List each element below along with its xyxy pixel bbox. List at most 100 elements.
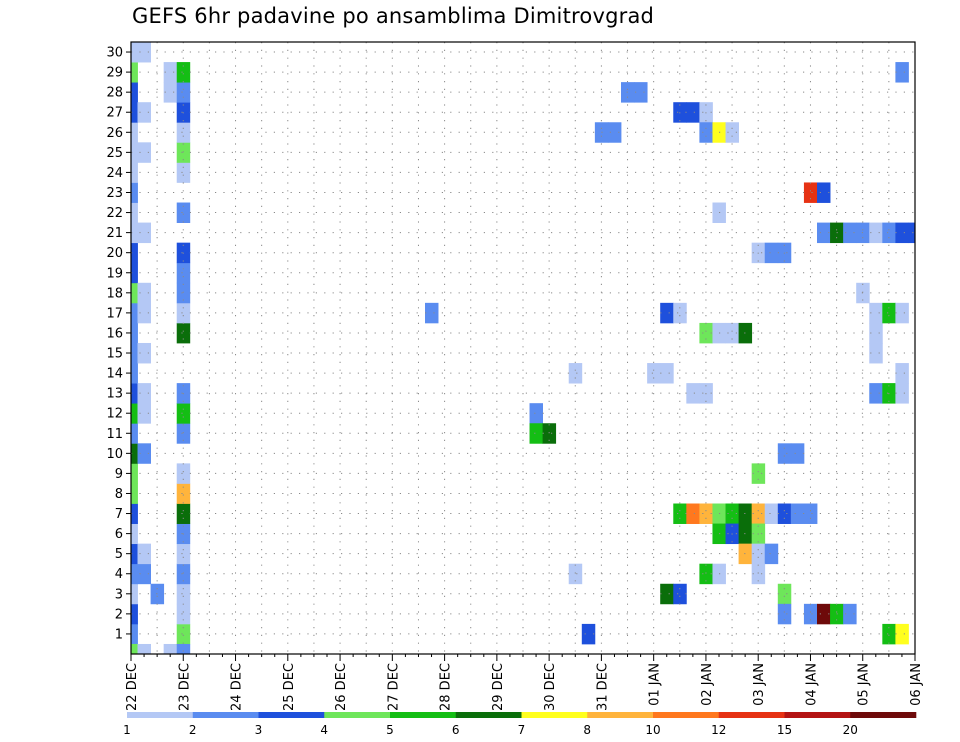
heatmap-cell — [725, 122, 739, 143]
heatmap-cell — [176, 483, 191, 504]
x-tick-label: 25 DEC — [282, 663, 297, 711]
heatmap-cell — [647, 363, 661, 384]
heatmap-cell — [131, 563, 138, 585]
heatmap-cell — [803, 503, 818, 524]
heatmap-cell — [751, 543, 766, 565]
heatmap-cell — [843, 222, 857, 244]
heatmap-cell — [131, 643, 138, 655]
heatmap-cell — [660, 302, 674, 324]
heatmap-cell — [131, 182, 138, 203]
y-tick-label: 6 — [115, 527, 123, 542]
heatmap-cell — [137, 282, 151, 304]
x-tick-label: 27 DEC — [386, 663, 401, 711]
legend-swatch — [324, 712, 391, 718]
x-tick-label: 31 DEC — [595, 663, 610, 711]
legend-label: 10 — [645, 723, 660, 737]
heatmap-cell — [790, 503, 805, 524]
y-tick-label: 30 — [106, 46, 123, 61]
y-tick-label: 21 — [106, 226, 123, 241]
heatmap-cell — [803, 603, 818, 625]
legend-label: 8 — [583, 723, 591, 737]
heatmap-cell — [790, 443, 805, 464]
heatmap-cell — [882, 623, 896, 645]
heatmap-cell — [137, 302, 151, 324]
heatmap-cell — [131, 423, 138, 444]
heatmap-cell — [176, 302, 191, 324]
heatmap-cell — [895, 363, 909, 384]
heatmap-cell — [163, 62, 178, 83]
x-tick-label: 02 JAN — [700, 663, 715, 706]
heatmap-cell — [673, 583, 687, 605]
heatmap-cell — [131, 623, 138, 645]
heatmap-cell — [131, 603, 138, 625]
heatmap-cell — [764, 543, 779, 565]
y-tick-label: 24 — [106, 166, 123, 181]
heatmap-cell — [131, 122, 138, 143]
heatmap-cell — [176, 162, 191, 183]
heatmap-cell — [176, 262, 191, 284]
y-tick-label: 20 — [106, 246, 123, 261]
heatmap-cell — [529, 423, 543, 444]
legend-swatch — [192, 712, 259, 718]
y-tick-label: 18 — [106, 286, 123, 301]
heatmap-cell — [137, 403, 151, 424]
heatmap-cell — [686, 383, 700, 404]
x-tick-label: 05 JAN — [857, 663, 872, 706]
heatmap-cell — [176, 643, 191, 655]
heatmap-cell — [131, 363, 138, 384]
heatmap-cell — [137, 643, 151, 655]
x-tick-label: 03 JAN — [752, 663, 767, 706]
y-tick-label: 13 — [106, 387, 123, 402]
y-tick-label: 22 — [106, 206, 123, 221]
y-tick-label: 4 — [115, 567, 123, 582]
legend-label: 1 — [123, 723, 131, 737]
heatmap-cell — [764, 503, 779, 524]
heatmap-cell — [176, 563, 191, 585]
heatmap-cell — [869, 222, 883, 244]
y-tick-label: 19 — [106, 266, 123, 281]
heatmap-cell — [725, 322, 739, 344]
heatmap-cell — [131, 403, 138, 424]
heatmap-cell — [568, 363, 583, 384]
y-tick-label: 5 — [115, 547, 123, 562]
x-tick-label: 04 JAN — [804, 663, 819, 706]
heatmap-cell — [137, 383, 151, 404]
y-tick-label: 27 — [106, 106, 123, 121]
heatmap-cell — [137, 222, 151, 244]
heatmap-cell — [176, 62, 191, 83]
heatmap-cell — [131, 162, 138, 183]
heatmap-cell — [131, 262, 138, 284]
heatmap-cells — [131, 42, 916, 655]
heatmap-cell — [137, 342, 151, 364]
legend-label: 7 — [518, 723, 526, 737]
legend-label: 20 — [843, 723, 858, 737]
heatmap-cell — [686, 102, 700, 123]
heatmap-cell — [176, 503, 191, 524]
heatmap-cell — [131, 102, 138, 123]
heatmap-cell — [131, 543, 138, 565]
legend-swatch — [718, 712, 785, 718]
x-axis: 22 DEC 23 DEC 24 DEC 25 DEC 26 DEC 27 DEC 28 D… — [125, 654, 924, 711]
chart-title: GEFS 6hr padavine po ansamblima Dimitrov… — [132, 4, 655, 28]
y-tick-label: 3 — [115, 587, 123, 602]
y-tick-label: 2 — [115, 607, 123, 622]
legend-label: 2 — [189, 723, 197, 737]
heatmap-cell — [895, 383, 909, 404]
heatmap-cell — [908, 222, 916, 244]
heatmap-cell — [607, 122, 622, 143]
heatmap-cell — [895, 302, 909, 324]
plot-frame — [130, 41, 916, 655]
heatmap-cell — [137, 563, 151, 585]
heatmap-cell — [131, 62, 138, 83]
heatmap-cell — [176, 403, 191, 424]
heatmap-cell — [176, 583, 191, 605]
heatmap-cell — [660, 583, 674, 605]
heatmap-cell — [882, 222, 896, 244]
x-tick-label: 30 DEC — [543, 663, 558, 711]
heatmap-cell — [817, 182, 831, 203]
heatmap-cell — [764, 242, 779, 264]
y-tick-label: 12 — [106, 407, 123, 422]
heatmap-cell — [634, 82, 648, 103]
heatmap-cell — [131, 282, 138, 304]
heatmap-cell — [131, 202, 138, 223]
